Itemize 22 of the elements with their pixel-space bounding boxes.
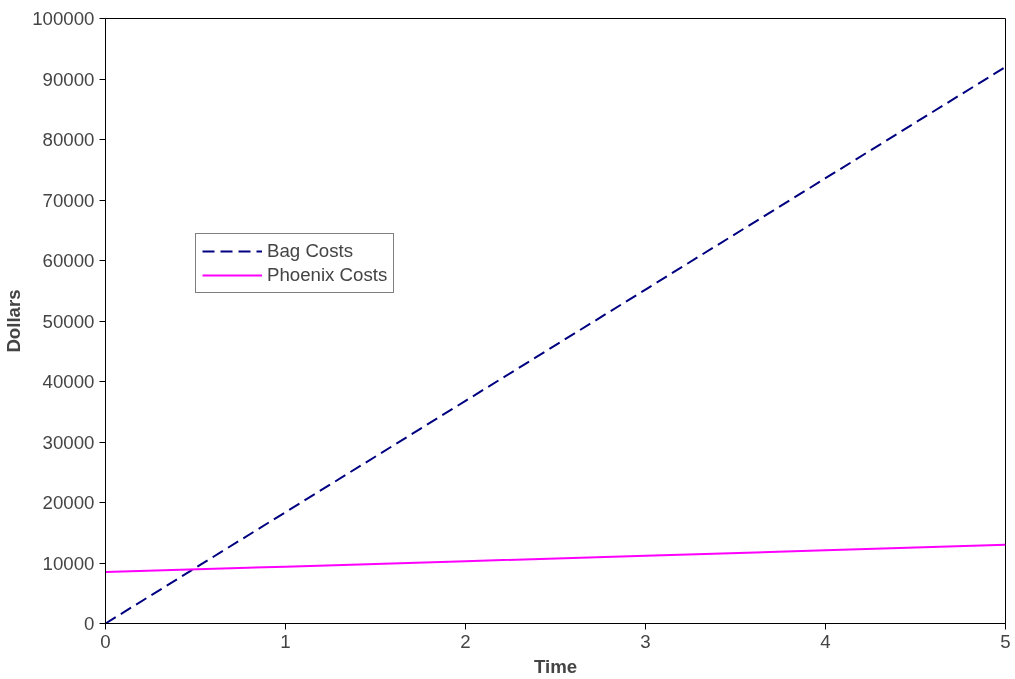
y-tick-label: 70000 (42, 189, 95, 211)
y-tick-label: 20000 (42, 492, 95, 513)
x-tick-label: 5 (1000, 630, 1011, 652)
legend-label: Bag Costs (267, 240, 354, 262)
x-tick-label: 0 (100, 630, 111, 652)
x-tick-label: 3 (640, 630, 651, 652)
y-tick-label: 90000 (42, 68, 95, 90)
y-tick-label: 10000 (42, 552, 95, 574)
y-tick-label: 40000 (42, 371, 95, 392)
x-tick-label: 4 (820, 630, 831, 652)
line-series (105, 543, 1006, 574)
y-tick-label: 80000 (42, 129, 95, 150)
y-axis-title: Dollars (3, 289, 25, 353)
y-tick-label: 50000 (42, 310, 95, 332)
y-tick-label: 100000 (32, 8, 95, 29)
x-tick-label: 2 (460, 630, 471, 652)
y-tick-label: 0 (84, 613, 95, 634)
y-tick-label: 60000 (42, 250, 95, 271)
x-tick-label: 1 (280, 630, 291, 652)
y-tick-label: 30000 (42, 431, 95, 453)
legend-label: Phoenix Costs (267, 264, 388, 286)
x-axis-title: Time (533, 655, 578, 677)
